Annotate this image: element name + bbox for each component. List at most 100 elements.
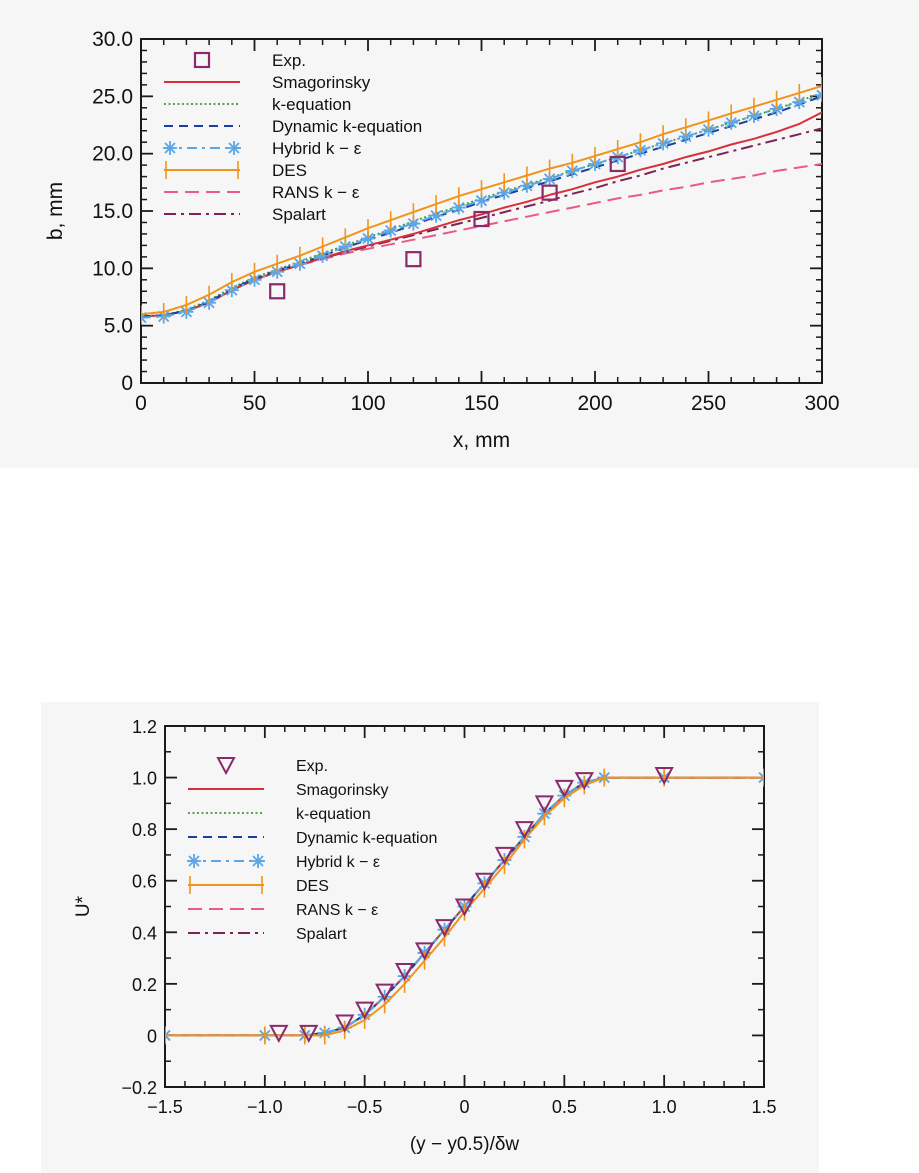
- legend-marker: [163, 141, 177, 155]
- legend-label: Smagorinsky: [296, 782, 388, 799]
- data-point: [724, 115, 739, 130]
- legend-label: RANS k − ε: [296, 902, 378, 919]
- data-point: [374, 983, 395, 1002]
- data-point: [769, 101, 784, 116]
- data-point: [394, 962, 415, 982]
- legend: Exp. Smagorinsky k-equation Dynamic k-equat…: [187, 757, 437, 943]
- y-tick-label: 0.8: [132, 820, 157, 840]
- legend-label: Dynamic k-equation: [296, 830, 437, 847]
- legend-item-des: DES: [188, 876, 329, 895]
- data-point: [792, 95, 807, 110]
- x-axis-label: (y − y0.5)/δw: [410, 1134, 520, 1155]
- data-point: [355, 1001, 375, 1020]
- legend-marker: [187, 854, 201, 868]
- data-point: [338, 239, 353, 254]
- data-point: [497, 185, 512, 200]
- legend-item-des: DES: [164, 161, 307, 180]
- legend-item-smagorinsky: Smagorinsky: [164, 73, 371, 92]
- y-tick-label: 0: [147, 1026, 157, 1046]
- y-tick-label: 15.0: [92, 200, 133, 223]
- legend-item-dynamic-k-equation: Dynamic k-equation: [164, 117, 422, 136]
- legend-label: Smagorinsky: [272, 73, 371, 92]
- y-axis-label: U*: [73, 895, 94, 917]
- chart-width-svg: 0 50 100 150 200 250 300 0 5.0 10.0 15.0 20.0 25.0 30…: [44, 28, 840, 452]
- data-point: [554, 779, 574, 799]
- series-line: [165, 776, 764, 1037]
- legend: Exp. Smagorinsky k-equation Dynamic k-equat…: [163, 51, 422, 224]
- chart-velocity-svg: −1.5 −1.0 −0.5 0 0.5 1.0 1.5 −0.2 0 0.2 0.4 0.6 0.8 1…: [73, 717, 777, 1155]
- legend-marker: [251, 854, 265, 868]
- legend-label: Hybrid k − ε: [296, 854, 380, 871]
- legend-label: Exp.: [272, 51, 306, 70]
- data-point: [299, 1024, 319, 1043]
- y-tick-label: 5.0: [104, 315, 133, 338]
- data-point: [519, 178, 534, 193]
- data-point: [474, 872, 495, 891]
- series-des: [165, 768, 764, 1045]
- y-axis-label: b, mm: [44, 182, 67, 240]
- plot-area: [141, 77, 822, 325]
- legend-item-smagorinsky: Smagorinsky: [188, 782, 388, 799]
- legend-marker: [193, 51, 211, 69]
- chart-panel-velocity: −1.5 −1.0 −0.5 0 0.5 1.0 1.5 −0.2 0 0.2 0.4 0.6 0.8 1…: [41, 702, 819, 1173]
- y-tick-label: 1.2: [132, 717, 157, 737]
- data-point: [514, 821, 535, 840]
- x-tick-label: −0.5: [347, 1097, 383, 1117]
- y-tick-label: 0.4: [132, 923, 157, 943]
- y-tick-label: 10.0: [92, 257, 133, 280]
- x-tick-label: 0.5: [552, 1097, 577, 1117]
- legend-label: RANS k − ε: [272, 183, 360, 202]
- data-point: [654, 766, 674, 786]
- data-point: [474, 193, 489, 208]
- series-dynamic-k-equation: [165, 776, 764, 1037]
- data-point: [656, 136, 671, 151]
- x-tick-label: 150: [464, 392, 499, 415]
- x-tick-label: −1.0: [247, 1097, 283, 1117]
- data-point: [269, 283, 286, 300]
- legend-label: k-equation: [296, 806, 371, 823]
- legend-item-hybrid-k: Hybrid k − ε: [163, 139, 362, 158]
- legend-marker: [216, 757, 236, 776]
- series-spalart: [141, 127, 822, 318]
- x-tick-label: 1.0: [652, 1097, 677, 1117]
- data-point: [678, 129, 693, 144]
- x-tick-label: 50: [243, 392, 266, 415]
- x-tick-label: 250: [691, 392, 726, 415]
- legend-label: DES: [272, 161, 307, 180]
- series-des: [141, 77, 822, 324]
- legend-label: Exp.: [296, 758, 328, 775]
- data-point: [429, 208, 444, 223]
- x-tick-label: −1.5: [147, 1097, 183, 1117]
- series-line: [141, 127, 822, 318]
- x-tick-label: 100: [350, 392, 385, 415]
- data-point: [541, 184, 558, 201]
- x-tick-label: 0: [459, 1097, 469, 1117]
- data-point: [434, 919, 455, 938]
- data-point: [701, 122, 716, 137]
- data-point: [542, 171, 557, 186]
- data-point: [454, 898, 475, 917]
- legend-item-dynamic-k-equation: Dynamic k-equation: [188, 830, 437, 847]
- y-tick-label: 25.0: [92, 85, 133, 108]
- data-point: [414, 942, 435, 961]
- data-point: [746, 108, 761, 123]
- legend-item-rans-k: RANS k − ε: [188, 902, 378, 919]
- data-point: [473, 210, 490, 228]
- legend-item-spalart: Spalart: [164, 205, 326, 224]
- legend-marker: [227, 141, 241, 155]
- legend-label: DES: [296, 878, 329, 895]
- chart-panel-width: 0 50 100 150 200 250 300 0 5.0 10.0 15.0 20.0 25.0 30…: [0, 0, 919, 468]
- legend-label: Spalart: [272, 205, 326, 224]
- legend-item-exp: Exp.: [216, 757, 328, 776]
- data-point: [405, 251, 422, 268]
- legend-item-rans-k: RANS k − ε: [164, 183, 360, 202]
- data-point: [383, 223, 398, 238]
- plot-area: [165, 766, 764, 1045]
- legend-label: Spalart: [296, 926, 347, 943]
- x-tick-label: 300: [804, 392, 839, 415]
- data-point: [335, 1014, 355, 1033]
- y-tick-label: 0: [121, 372, 133, 395]
- legend-item-k-equation: k-equation: [164, 95, 351, 114]
- data-point: [315, 248, 330, 263]
- series-exp: [269, 155, 626, 300]
